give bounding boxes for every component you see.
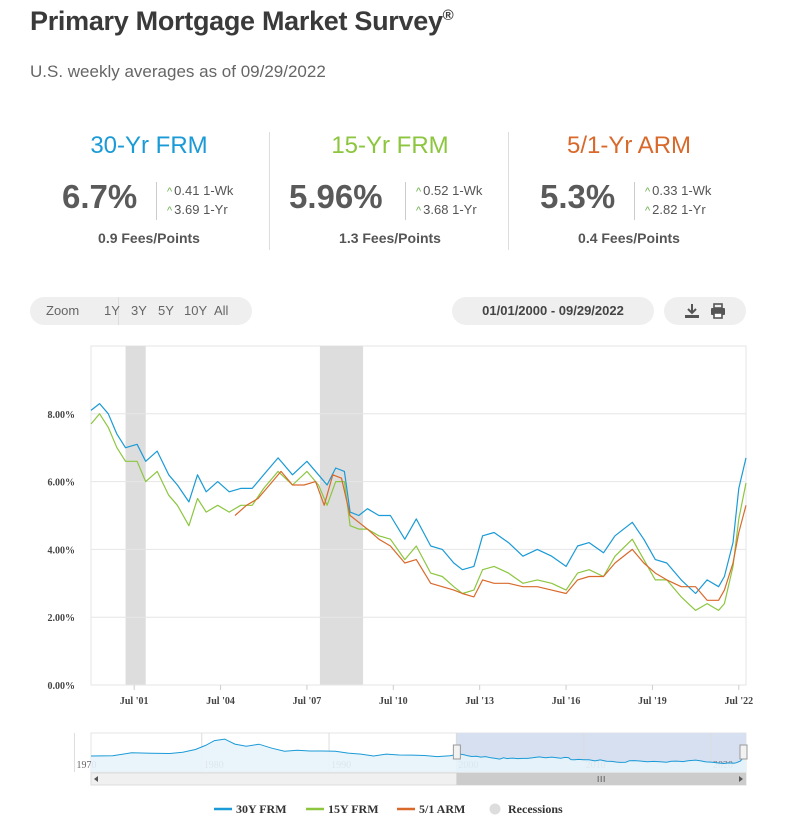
download-icon[interactable] (682, 301, 702, 321)
scrollbar-track (90, 772, 747, 786)
recession-band (125, 346, 146, 685)
page-subtitle: U.S. weekly averages as of 09/29/2022 (30, 62, 326, 81)
up-arrow-icon: ^ (645, 205, 651, 217)
navigator-tick-label: 1990 (331, 760, 351, 771)
scroll-left-icon (94, 776, 98, 782)
zoom-separator (118, 297, 119, 325)
recession-band (319, 346, 364, 685)
rate-name-arm: 5/1-Yr ARM (566, 132, 692, 159)
up-arrow-icon: ^ (645, 186, 651, 198)
navigator-selected-range (456, 733, 746, 772)
x-tick-label: Jul '10 (379, 696, 408, 707)
x-tick-label: Jul '16 (552, 696, 581, 707)
x-tick-label: Jul '07 (293, 696, 322, 707)
navigator-tick-label: 1970 (76, 760, 96, 771)
zoom-bar: Zoom 1Y 3Y 5Y 10Y All (30, 297, 252, 325)
zoom-1y-button[interactable]: 1Y (104, 303, 120, 318)
zoom-10y-button[interactable]: 10Y (184, 303, 208, 318)
date-range-selector[interactable]: 01/01/2000 - 09/29/2022 (452, 297, 654, 325)
rate-changes-30yr: ^ 0.41 1-Wk ^ 3.69 1-Yr (156, 182, 233, 220)
week-change: 0.52 1-Wk (423, 183, 483, 198)
fees-points-15yr: 1.3 Fees/Points (339, 230, 441, 246)
navigator-tick-label: 2000 (458, 760, 478, 771)
year-change: 3.69 1-Yr (174, 202, 228, 217)
up-arrow-icon: ^ (167, 186, 173, 198)
scrollbar-thumb (456, 773, 746, 785)
year-change: 2.82 1-Yr (652, 202, 706, 217)
series-line-15y-frm (90, 413, 747, 612)
navigator-history-line (90, 738, 747, 765)
fees-points-arm: 0.4 Fees/Points (578, 230, 680, 246)
y-tick-label: 4.00% (48, 545, 76, 556)
x-tick-label: Jul '13 (465, 696, 494, 707)
navigator-area (90, 732, 747, 773)
x-tick-label: Jul '04 (206, 696, 235, 707)
chart-tools (664, 297, 746, 325)
legend-swatch (489, 803, 501, 815)
up-arrow-icon: ^ (416, 186, 422, 198)
rate-card-15yr: 15-Yr FRM 5.96% ^ 0.52 1-Wk ^ 3.68 1-Yr 1.… (271, 132, 509, 252)
fees-points-30yr: 0.9 Fees/Points (98, 230, 200, 246)
zoom-all-button[interactable]: All (214, 303, 229, 318)
up-arrow-icon: ^ (167, 205, 173, 217)
legend-item-5-1-arm: 5/1 ARM (419, 802, 465, 816)
navigator-history-area (91, 739, 746, 772)
navigator-handle (452, 744, 461, 760)
x-tick-label: Jul '01 (120, 696, 149, 707)
week-change: 0.41 1-Wk (174, 183, 234, 198)
navigator-tick-label: 1980 (204, 760, 224, 771)
rate-changes-arm: ^ 0.33 1-Wk ^ 2.82 1-Yr (634, 182, 711, 220)
page-title: Primary Mortgage Market Survey® (30, 6, 454, 36)
zoom-5y-button[interactable]: 5Y (158, 303, 174, 318)
rate-card-arm: 5/1-Yr ARM 5.3% ^ 0.33 1-Wk ^ 2.82 1-Yr 0.… (510, 132, 748, 252)
plot-area (90, 345, 747, 686)
legend-item-recessions: Recessions (508, 802, 563, 816)
rate-value-15yr: 5.96% (289, 178, 383, 215)
legend-item-30y-frm: 30Y FRM (236, 802, 287, 816)
x-tick-label: Jul '22 (724, 696, 753, 707)
rate-changes-15yr: ^ 0.52 1-Wk ^ 3.68 1-Yr (405, 182, 482, 220)
rate-card-30yr: 30-Yr FRM 6.7% ^ 0.41 1-Wk ^ 3.69 1-Yr 0.9… (30, 132, 268, 252)
print-icon[interactable] (708, 301, 728, 321)
y-tick-label: 6.00% (48, 478, 76, 489)
series-line-5-1-arm (234, 470, 747, 601)
year-change: 3.68 1-Yr (423, 202, 477, 217)
rate-value-30yr: 6.7% (62, 178, 138, 215)
rate-name-15yr: 15-Yr FRM (331, 132, 449, 159)
y-tick-label: 8.00% (48, 410, 76, 421)
card-divider (269, 132, 270, 250)
legend-item-15y-frm: 15Y FRM (328, 802, 379, 816)
rate-value-arm: 5.3% (540, 178, 616, 215)
up-arrow-icon: ^ (416, 205, 422, 217)
zoom-3y-button[interactable]: 3Y (131, 303, 147, 318)
navigator-tick-label: 2020 (713, 760, 733, 771)
navigator-tick-label: 2010 (586, 760, 606, 771)
series-line-30y-frm (90, 403, 747, 595)
week-change: 0.33 1-Wk (652, 183, 712, 198)
navigator-handle (739, 744, 748, 760)
zoom-label: Zoom (46, 303, 80, 318)
rate-name-30yr: 30-Yr FRM (90, 132, 208, 159)
x-tick-label: Jul '19 (638, 696, 667, 707)
y-tick-label: 0.00% (48, 681, 76, 692)
y-tick-label: 2.00% (48, 613, 76, 624)
scroll-right-icon (739, 776, 743, 782)
card-divider (508, 132, 509, 250)
